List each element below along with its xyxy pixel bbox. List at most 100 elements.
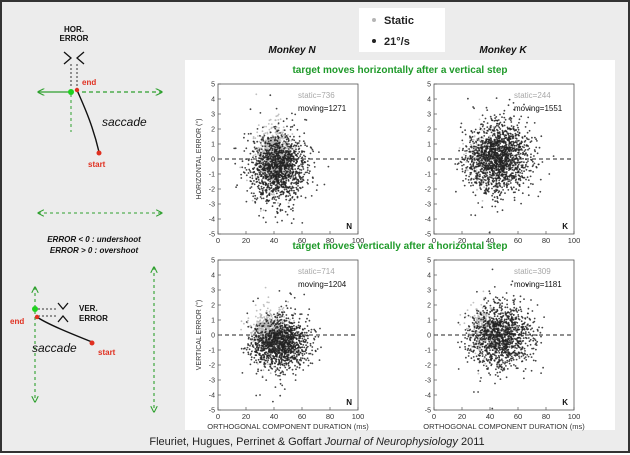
- data-point-moving: [509, 129, 511, 131]
- data-point-moving: [303, 132, 305, 134]
- data-point-moving: [473, 162, 475, 164]
- data-point-moving: [268, 141, 270, 143]
- data-point-moving: [518, 129, 520, 131]
- data-point-moving: [263, 198, 265, 200]
- data-point-static: [259, 317, 261, 319]
- data-point-moving: [487, 141, 489, 143]
- data-point-moving: [497, 130, 499, 132]
- data-point-moving: [481, 153, 483, 155]
- data-point-moving: [262, 136, 264, 138]
- data-point-static: [292, 133, 294, 135]
- data-point-moving: [466, 146, 468, 148]
- data-point-moving: [509, 99, 511, 101]
- data-point-moving: [248, 172, 250, 174]
- data-point-moving: [527, 160, 529, 162]
- data-point-moving: [295, 172, 297, 174]
- data-point-moving: [499, 128, 501, 130]
- data-point-static: [287, 134, 289, 136]
- data-point-moving: [274, 174, 276, 176]
- data-point-moving: [263, 156, 265, 158]
- data-point-moving: [515, 129, 517, 131]
- data-point-static: [267, 363, 269, 365]
- data-point-moving: [285, 170, 287, 172]
- data-point-moving: [498, 144, 500, 146]
- data-point-moving: [486, 109, 488, 111]
- data-point-moving: [527, 166, 529, 168]
- data-point-static: [465, 161, 467, 163]
- data-point-moving: [500, 193, 502, 195]
- data-point-moving: [499, 166, 501, 168]
- data-point-moving: [281, 191, 283, 193]
- data-point-static: [266, 310, 268, 312]
- data-point-static: [277, 132, 279, 134]
- data-point-moving: [497, 160, 499, 162]
- data-point-moving: [504, 130, 506, 132]
- data-point-moving: [280, 209, 282, 211]
- data-point-moving: [274, 146, 276, 148]
- data-point-moving: [468, 148, 470, 150]
- data-point-moving: [293, 160, 295, 162]
- data-point-moving: [507, 189, 509, 191]
- data-point-moving: [263, 187, 265, 189]
- data-point-moving: [517, 127, 519, 129]
- data-point-moving: [497, 123, 499, 125]
- data-point-moving: [492, 199, 494, 201]
- data-point-static: [255, 154, 257, 156]
- data-point-moving: [312, 151, 314, 153]
- data-point-moving: [496, 166, 498, 168]
- data-point-moving: [275, 168, 277, 170]
- data-point-static: [280, 138, 282, 140]
- data-point-moving: [277, 138, 279, 140]
- data-point-moving: [278, 161, 280, 163]
- data-point-moving: [244, 167, 246, 169]
- data-point-moving: [503, 171, 505, 173]
- data-point-moving: [299, 155, 301, 157]
- data-point-static: [239, 167, 241, 169]
- data-point-moving: [476, 162, 478, 164]
- data-point-moving: [299, 176, 301, 178]
- data-point-moving: [285, 174, 287, 176]
- data-point-moving: [506, 168, 508, 170]
- data-point-moving: [503, 113, 505, 115]
- data-point-moving: [489, 171, 491, 173]
- data-point-moving: [300, 163, 302, 165]
- data-point-static: [280, 118, 282, 120]
- data-point-moving: [509, 146, 511, 148]
- data-point-moving: [292, 172, 294, 174]
- data-point-moving: [470, 140, 472, 142]
- data-point-moving: [529, 130, 531, 132]
- data-point-moving: [516, 162, 518, 164]
- data-point-moving: [464, 185, 466, 187]
- data-point-moving: [467, 98, 469, 100]
- data-point-moving: [276, 193, 278, 195]
- data-point-moving: [503, 168, 505, 170]
- data-point-moving: [502, 125, 504, 127]
- data-point-moving: [264, 174, 266, 176]
- data-point-moving: [470, 130, 472, 132]
- data-point-moving: [492, 193, 494, 195]
- data-point-moving: [475, 166, 477, 168]
- data-point-moving: [281, 220, 283, 222]
- data-point-moving: [252, 177, 254, 179]
- data-point-moving: [279, 156, 281, 158]
- start-label-top: start: [88, 160, 106, 169]
- data-point-static: [278, 311, 280, 313]
- data-point-moving: [277, 212, 279, 214]
- data-point-moving: [492, 129, 494, 131]
- data-point-moving: [272, 149, 274, 151]
- data-point-moving: [531, 137, 533, 139]
- data-point-moving: [505, 119, 507, 121]
- data-point-static: [269, 311, 271, 313]
- data-point-moving: [300, 195, 302, 197]
- data-point-moving: [525, 153, 527, 155]
- data-point-moving: [507, 161, 509, 163]
- data-point-moving: [262, 177, 264, 179]
- data-point-moving: [290, 129, 292, 131]
- data-point-moving: [273, 202, 275, 204]
- end-label-top: end: [82, 78, 96, 87]
- data-point-moving: [268, 369, 270, 371]
- data-point-moving: [493, 146, 495, 148]
- data-point-moving: [292, 126, 294, 128]
- data-point-moving: [287, 137, 289, 139]
- data-point-moving: [251, 175, 253, 177]
